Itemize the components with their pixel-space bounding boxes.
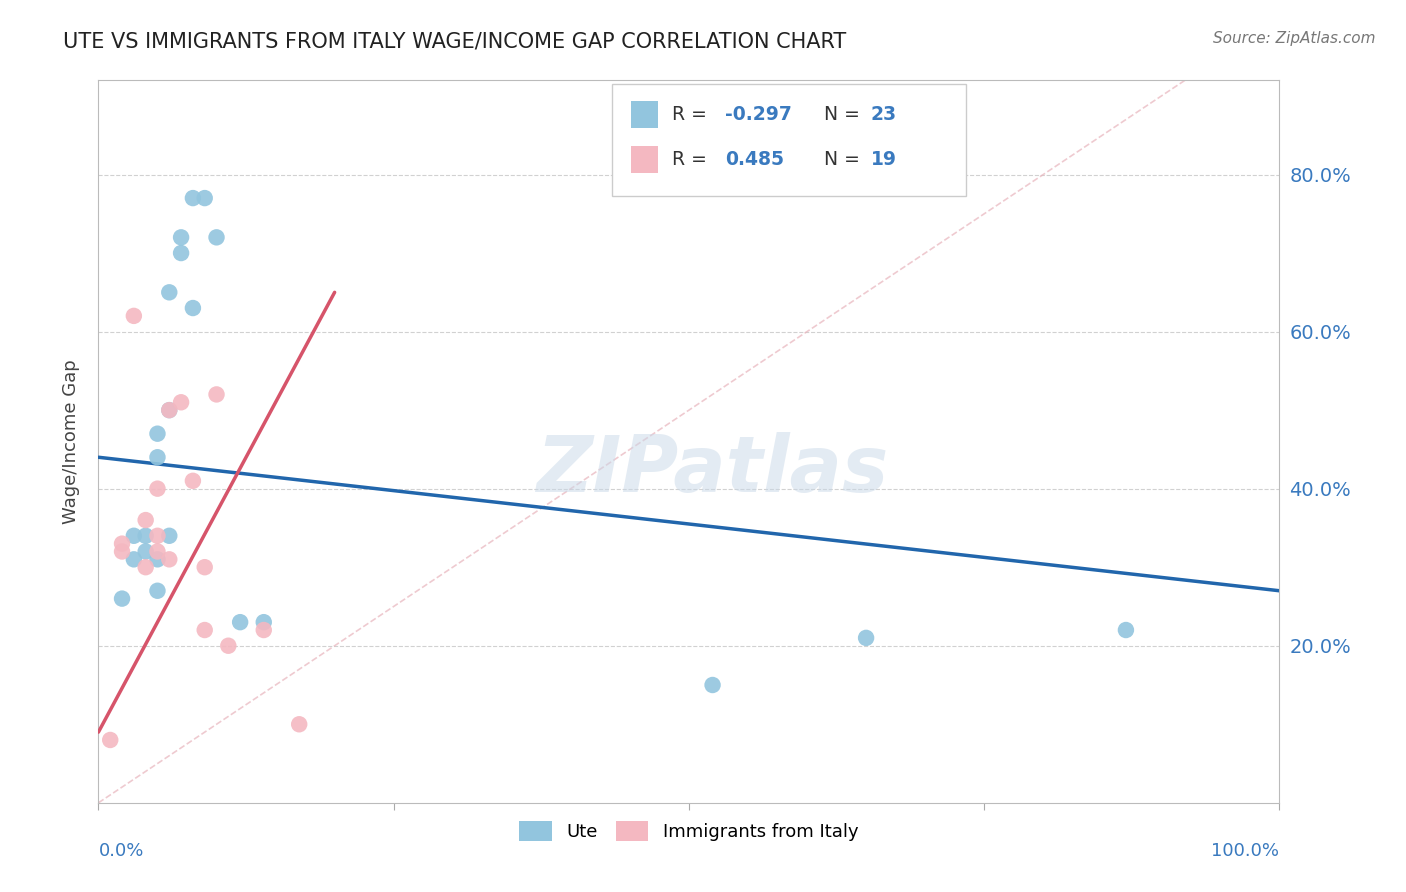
Point	[1115, 623, 1137, 637]
Point	[135, 529, 157, 543]
Point	[855, 631, 877, 645]
Point	[229, 615, 252, 630]
Point	[146, 544, 169, 558]
Point	[170, 395, 193, 409]
Text: N =: N =	[811, 150, 866, 169]
Bar	[631, 146, 658, 173]
Text: R =: R =	[672, 104, 713, 124]
Point	[111, 544, 134, 558]
Point	[146, 450, 169, 465]
Point	[122, 529, 145, 543]
Point	[146, 426, 169, 441]
Text: R =: R =	[672, 150, 718, 169]
Point	[217, 639, 239, 653]
Point	[194, 191, 217, 205]
FancyBboxPatch shape	[612, 84, 966, 196]
Point	[146, 482, 169, 496]
Point	[157, 403, 180, 417]
Point	[205, 387, 228, 401]
Point	[111, 591, 134, 606]
Point	[170, 246, 193, 260]
Point	[170, 230, 193, 244]
Point	[146, 583, 169, 598]
Text: 0.485: 0.485	[725, 150, 785, 169]
Point	[181, 191, 204, 205]
Text: -0.297: -0.297	[725, 104, 792, 124]
Point	[122, 309, 145, 323]
Text: Source: ZipAtlas.com: Source: ZipAtlas.com	[1212, 31, 1375, 46]
Point	[135, 560, 157, 574]
Point	[135, 544, 157, 558]
Point	[253, 615, 276, 630]
Point	[157, 552, 180, 566]
Point	[146, 529, 169, 543]
Text: UTE VS IMMIGRANTS FROM ITALY WAGE/INCOME GAP CORRELATION CHART: UTE VS IMMIGRANTS FROM ITALY WAGE/INCOME…	[63, 31, 846, 51]
Text: 23: 23	[870, 104, 897, 124]
Legend: Ute, Immigrants from Italy: Ute, Immigrants from Italy	[512, 814, 866, 848]
Point	[253, 623, 276, 637]
Point	[111, 536, 134, 550]
Point	[157, 403, 180, 417]
Point	[98, 733, 121, 747]
Bar	[631, 101, 658, 128]
Text: 100.0%: 100.0%	[1212, 842, 1279, 860]
Point	[157, 285, 180, 300]
Point	[181, 301, 204, 315]
Point	[122, 552, 145, 566]
Text: N =: N =	[811, 104, 866, 124]
Point	[181, 474, 204, 488]
Point	[157, 529, 180, 543]
Text: 19: 19	[870, 150, 897, 169]
Point	[288, 717, 311, 731]
Point	[194, 560, 217, 574]
Text: 0.0%: 0.0%	[98, 842, 143, 860]
Point	[194, 623, 217, 637]
Point	[205, 230, 228, 244]
Point	[146, 552, 169, 566]
Y-axis label: Wage/Income Gap: Wage/Income Gap	[62, 359, 80, 524]
Point	[702, 678, 724, 692]
Point	[135, 513, 157, 527]
Text: ZIPatlas: ZIPatlas	[537, 433, 889, 508]
